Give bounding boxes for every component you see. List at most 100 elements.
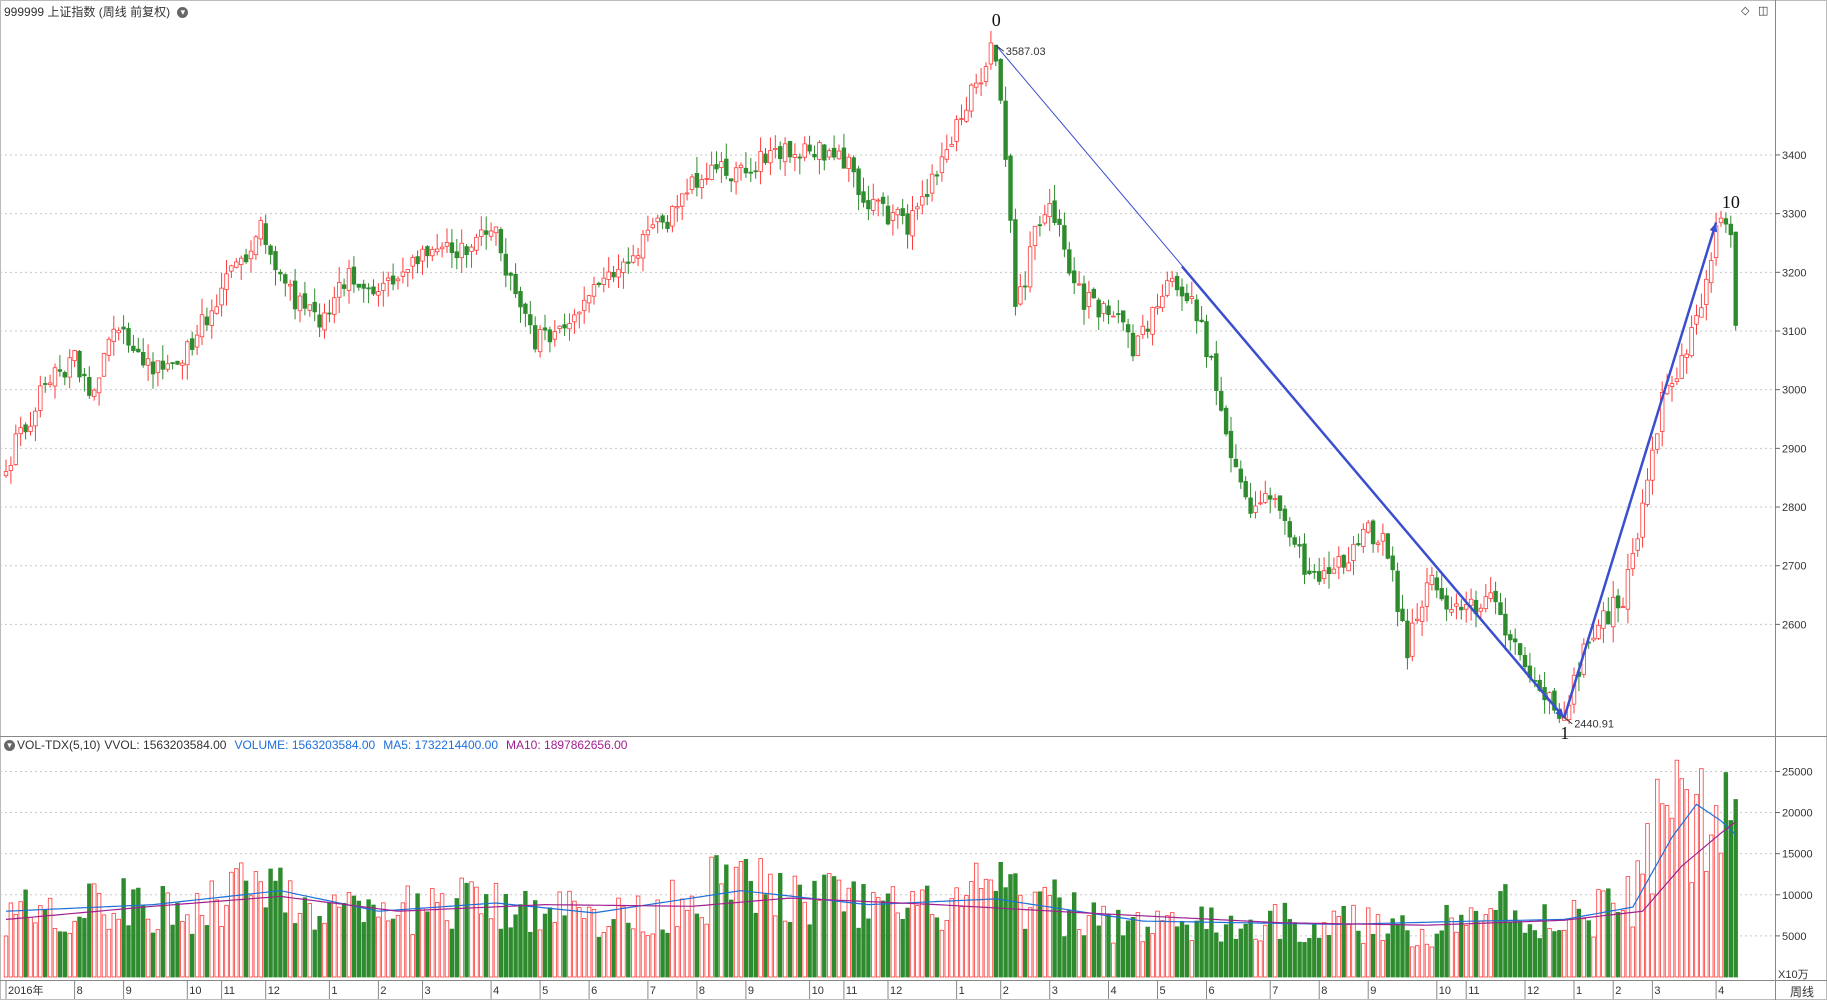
volume-bar <box>1165 915 1170 978</box>
candle-body <box>1424 582 1430 607</box>
volume-bar <box>1395 923 1400 978</box>
x-tick-label: 6 <box>1209 985 1215 997</box>
volume-bar <box>248 895 254 978</box>
candle-body <box>136 348 141 353</box>
volume-bar <box>542 913 548 978</box>
candle-body <box>214 306 219 314</box>
candle-body <box>851 157 856 173</box>
volume-bar <box>817 900 822 978</box>
candle-body <box>1464 604 1469 610</box>
volume-bar <box>611 919 616 978</box>
extreme-pointer <box>995 44 1005 52</box>
volume-bar <box>1385 933 1390 978</box>
candle-body <box>199 314 205 338</box>
candle-body <box>577 311 582 315</box>
candle-body <box>361 283 366 289</box>
volume-bar <box>1537 938 1542 978</box>
volume-bar <box>268 868 273 978</box>
volume-bar <box>1713 805 1719 978</box>
candle-body <box>582 299 587 311</box>
volume-bar <box>243 880 249 978</box>
candle-body <box>1307 570 1312 575</box>
volume-bar <box>1189 940 1194 978</box>
volume-bar <box>43 909 48 978</box>
volume-bar <box>18 901 23 978</box>
volume-bar <box>1468 907 1474 978</box>
candle-body <box>601 277 606 285</box>
candle-body <box>503 253 508 276</box>
price-tick-label: 2700 <box>1782 561 1806 573</box>
volume-bar <box>1625 876 1631 978</box>
x-tick-label: 5 <box>542 985 548 997</box>
candle-body <box>1003 100 1008 160</box>
volume-bar <box>1601 890 1606 978</box>
candle-body <box>366 287 371 290</box>
candle-body <box>1366 522 1371 533</box>
volume-bar <box>944 919 949 978</box>
volume-bar <box>915 905 920 978</box>
volume-bar <box>327 902 332 978</box>
volume-bar <box>836 879 842 978</box>
candle-body <box>856 168 861 196</box>
volume-bar <box>1503 884 1508 978</box>
candle-body <box>518 290 523 308</box>
candle-body <box>611 271 616 278</box>
candle-body <box>670 206 675 227</box>
x-tick-label: 2016年 <box>8 983 43 997</box>
volume-bar <box>106 928 112 978</box>
candle-body <box>1067 249 1072 274</box>
candle-body <box>817 142 822 160</box>
period-label[interactable]: 周线 <box>1790 985 1815 999</box>
candle-body <box>890 212 896 221</box>
header-dropdown-icon[interactable]: ▾ <box>177 7 189 19</box>
candle-body <box>1189 296 1194 299</box>
candle-body <box>268 245 273 255</box>
candle-body <box>283 274 288 284</box>
candle-body <box>1728 223 1733 236</box>
volume-bar <box>925 885 930 978</box>
candle-body <box>1655 433 1660 450</box>
volume-bar <box>827 873 832 978</box>
volume-bar <box>1277 938 1283 978</box>
candle-body <box>1723 218 1729 225</box>
candle-body <box>341 284 347 289</box>
volume-bar <box>905 907 910 978</box>
volume-bar <box>631 928 636 978</box>
candle-body <box>719 161 724 168</box>
candle-body <box>1444 595 1449 610</box>
candle-body <box>111 328 116 343</box>
candle-body <box>400 271 406 277</box>
candle-body <box>278 271 283 275</box>
volume-bar <box>562 915 567 978</box>
candle-body <box>876 199 881 202</box>
candle-body <box>900 208 905 217</box>
candle-body <box>748 171 753 174</box>
candle-body <box>1238 468 1243 483</box>
candle-body <box>96 377 102 394</box>
candle-body <box>13 433 18 466</box>
candle-body <box>1405 620 1410 659</box>
candle-body <box>787 141 793 158</box>
candle-body <box>1395 570 1400 612</box>
candle-body <box>778 146 783 160</box>
volume-bar <box>1130 917 1136 978</box>
diamond-icon[interactable]: ◇ <box>1741 5 1750 17</box>
candle-body <box>812 153 817 158</box>
volume-bar <box>1718 852 1724 978</box>
volume-bar <box>974 862 979 978</box>
volume-bar <box>694 913 700 978</box>
volume-tick-label: 5000 <box>1782 931 1806 943</box>
volume-bar <box>1321 922 1327 978</box>
candle-body <box>1302 543 1307 575</box>
volume-bar <box>23 889 28 978</box>
volume-bar <box>768 873 773 978</box>
vol-dropdown-icon[interactable]: ▾ <box>4 740 15 752</box>
candle-body <box>523 303 528 314</box>
volume-ma5-line <box>5 803 1737 926</box>
window-restore-icon[interactable]: ◫ <box>1758 5 1769 17</box>
volume-bar <box>900 918 905 978</box>
volume-bar <box>1424 943 1430 978</box>
volume-bar <box>1018 894 1023 978</box>
x-tick-label: 1 <box>1576 985 1582 997</box>
